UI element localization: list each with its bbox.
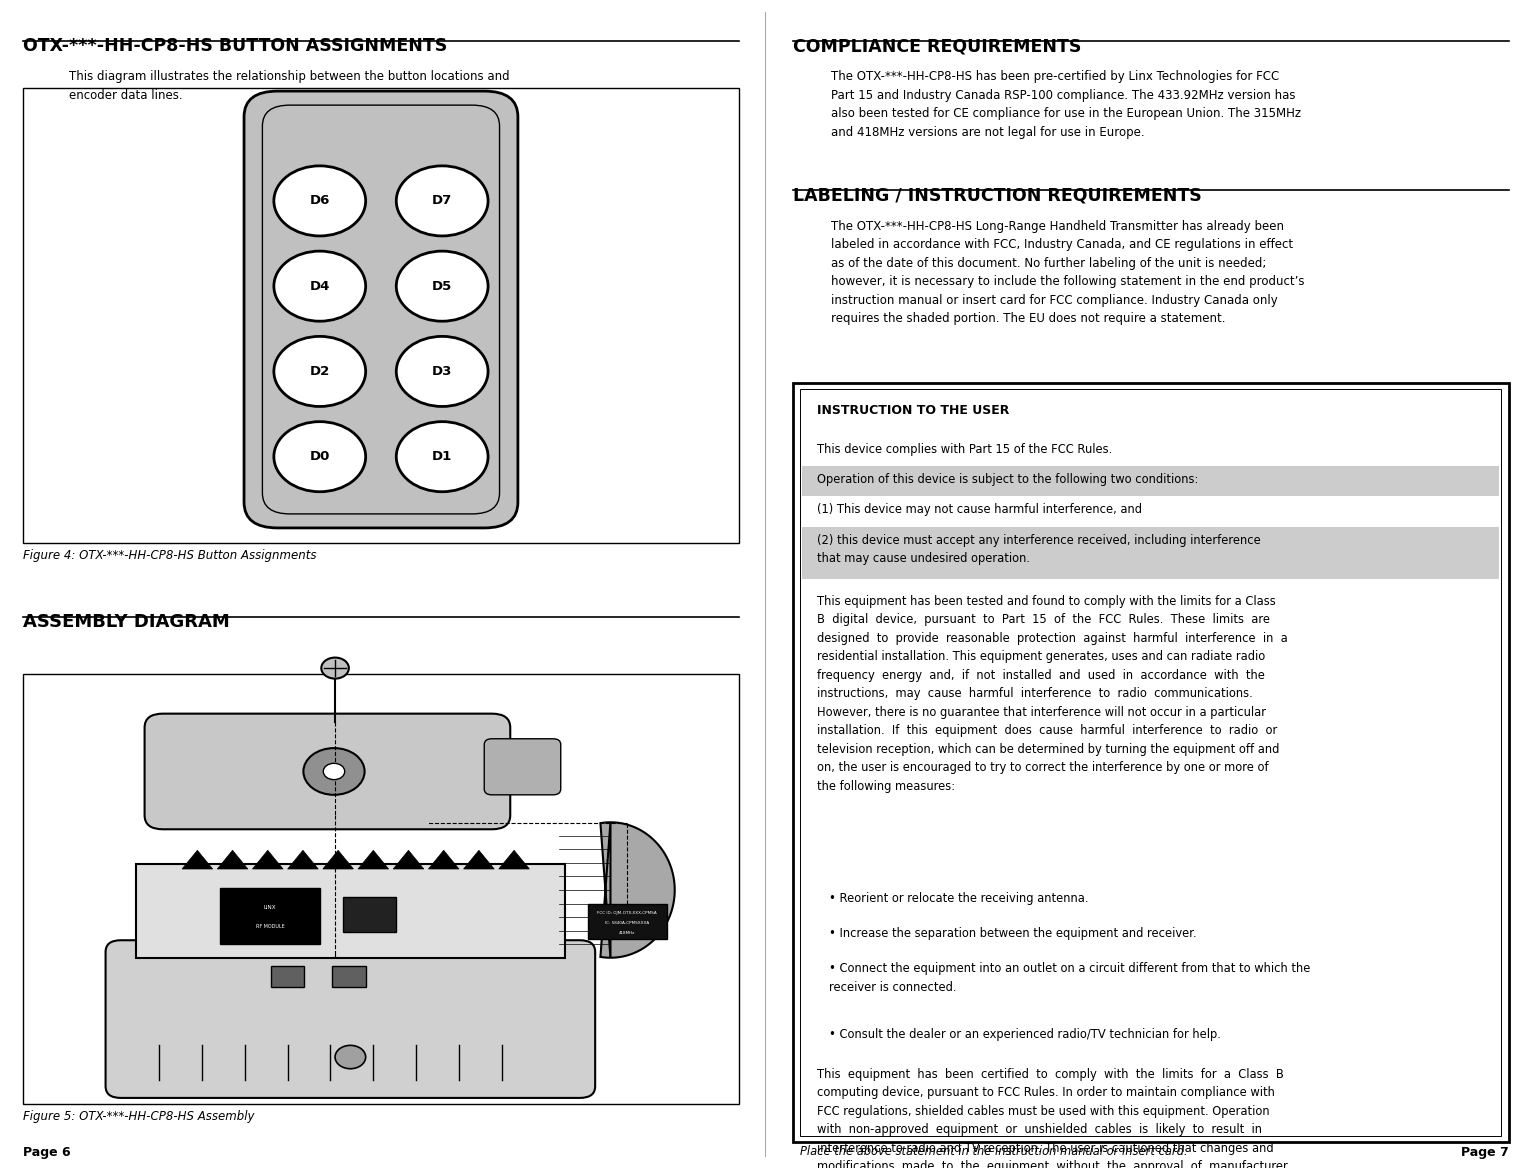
Text: (2) this device must accept any interference received, including interference
th: (2) this device must accept any interfer… [817, 534, 1261, 565]
Text: Page 6: Page 6 [23, 1146, 70, 1159]
Polygon shape [600, 822, 675, 958]
Text: This device complies with Part 15 of the FCC Rules.: This device complies with Part 15 of the… [817, 443, 1112, 456]
FancyBboxPatch shape [483, 739, 560, 795]
FancyBboxPatch shape [23, 674, 739, 1104]
Text: D2: D2 [309, 364, 330, 378]
Text: LABELING / INSTRUCTION REQUIREMENTS: LABELING / INSTRUCTION REQUIREMENTS [793, 187, 1201, 204]
Text: 418MHz: 418MHz [620, 931, 635, 934]
Text: The OTX-***-HH-CP8-HS Long-Range Handheld Transmitter has already been
labeled i: The OTX-***-HH-CP8-HS Long-Range Handhel… [831, 220, 1304, 325]
Polygon shape [323, 850, 353, 869]
Text: D1: D1 [431, 450, 453, 464]
Text: D0: D0 [309, 450, 330, 464]
Text: • Reorient or relocate the receiving antenna.: • Reorient or relocate the receiving ant… [829, 892, 1089, 905]
FancyBboxPatch shape [243, 91, 517, 528]
FancyBboxPatch shape [800, 389, 1501, 1136]
Polygon shape [288, 850, 318, 869]
Text: RF MODULE: RF MODULE [256, 924, 285, 930]
FancyBboxPatch shape [271, 966, 304, 987]
Text: D4: D4 [309, 279, 330, 293]
Circle shape [321, 658, 349, 679]
Text: Place the above statement in the instruction manual or insert card.: Place the above statement in the instruc… [800, 1145, 1187, 1157]
FancyBboxPatch shape [802, 466, 1499, 496]
Text: Page 7: Page 7 [1461, 1146, 1509, 1159]
Text: IC: 5840A-CPMSXXXA: IC: 5840A-CPMSXXXA [606, 922, 649, 925]
Text: This equipment has been tested and found to comply with the limits for a Class
B: This equipment has been tested and found… [817, 595, 1288, 793]
Text: FCC ID: OJM-OTX-XXX-CPMSA: FCC ID: OJM-OTX-XXX-CPMSA [597, 911, 658, 915]
Text: INSTRUCTION TO THE USER: INSTRUCTION TO THE USER [817, 404, 1010, 417]
Text: D6: D6 [309, 194, 330, 208]
FancyBboxPatch shape [588, 904, 667, 939]
FancyBboxPatch shape [332, 966, 366, 987]
Circle shape [274, 251, 366, 321]
Text: Figure 5: OTX-***-HH-CP8-HS Assembly: Figure 5: OTX-***-HH-CP8-HS Assembly [23, 1110, 254, 1122]
Text: • Increase the separation between the equipment and receiver.: • Increase the separation between the eq… [829, 927, 1196, 940]
FancyBboxPatch shape [793, 383, 1509, 1142]
Text: LINX: LINX [263, 905, 277, 910]
Circle shape [274, 336, 366, 406]
Text: D7: D7 [431, 194, 453, 208]
Text: This diagram illustrates the relationship between the button locations and
encod: This diagram illustrates the relationshi… [69, 70, 509, 102]
Circle shape [274, 166, 366, 236]
Polygon shape [358, 850, 389, 869]
Text: D3: D3 [431, 364, 453, 378]
Text: Operation of this device is subject to the following two conditions:: Operation of this device is subject to t… [817, 473, 1198, 486]
Text: COMPLIANCE REQUIREMENTS: COMPLIANCE REQUIREMENTS [793, 37, 1080, 55]
Text: ASSEMBLY DIAGRAM: ASSEMBLY DIAGRAM [23, 613, 230, 631]
Text: D5: D5 [431, 279, 453, 293]
Text: (1) This device may not cause harmful interference, and: (1) This device may not cause harmful in… [817, 503, 1141, 516]
Text: • Consult the dealer or an experienced radio/TV technician for help.: • Consult the dealer or an experienced r… [829, 1028, 1221, 1041]
Polygon shape [252, 850, 283, 869]
Circle shape [323, 764, 344, 780]
Text: The OTX-***-HH-CP8-HS has been pre-certified by Linx Technologies for FCC
Part 1: The OTX-***-HH-CP8-HS has been pre-certi… [831, 70, 1300, 139]
Polygon shape [217, 850, 248, 869]
Text: Figure 4: OTX-***-HH-CP8-HS Button Assignments: Figure 4: OTX-***-HH-CP8-HS Button Assig… [23, 549, 317, 562]
Polygon shape [393, 850, 424, 869]
Polygon shape [464, 850, 494, 869]
Circle shape [396, 251, 488, 321]
FancyBboxPatch shape [106, 940, 595, 1098]
Circle shape [335, 1045, 366, 1069]
FancyBboxPatch shape [145, 714, 511, 829]
FancyBboxPatch shape [802, 527, 1499, 579]
Text: This  equipment  has  been  certified  to  comply  with  the  limits  for  a  Cl: This equipment has been certified to com… [817, 1068, 1288, 1168]
FancyBboxPatch shape [23, 88, 739, 543]
Polygon shape [428, 850, 459, 869]
Circle shape [396, 166, 488, 236]
Text: OTX-***-HH-CP8-HS BUTTON ASSIGNMENTS: OTX-***-HH-CP8-HS BUTTON ASSIGNMENTS [23, 37, 447, 55]
Polygon shape [499, 850, 529, 869]
Circle shape [274, 422, 366, 492]
Circle shape [396, 422, 488, 492]
Circle shape [303, 749, 364, 795]
Polygon shape [182, 850, 213, 869]
FancyBboxPatch shape [220, 888, 320, 944]
FancyBboxPatch shape [343, 897, 396, 932]
Circle shape [396, 336, 488, 406]
Text: • Connect the equipment into an outlet on a circuit different from that to which: • Connect the equipment into an outlet o… [829, 962, 1311, 994]
FancyBboxPatch shape [136, 864, 565, 958]
